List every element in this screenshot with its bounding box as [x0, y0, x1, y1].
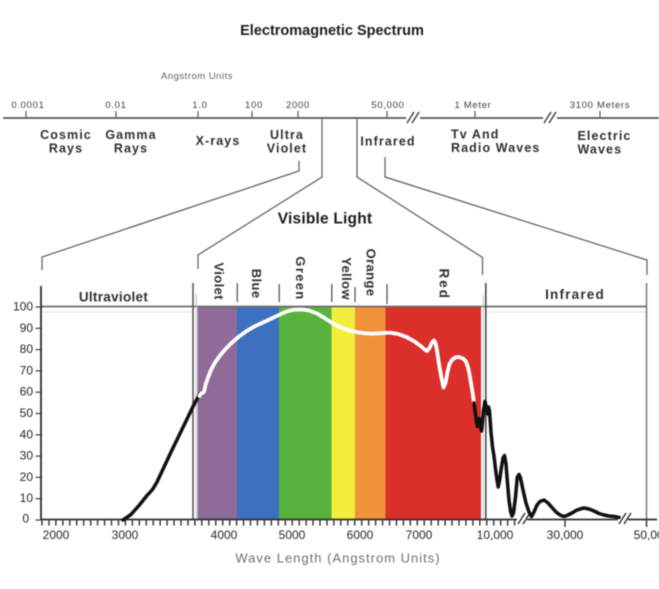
svg-text:Visible Light: Visible Light — [278, 211, 372, 228]
svg-text:30: 30 — [20, 449, 34, 463]
svg-text:70: 70 — [20, 363, 34, 377]
svg-text:100: 100 — [245, 100, 263, 111]
svg-text:Gamma: Gamma — [105, 128, 156, 142]
svg-text:20: 20 — [20, 470, 34, 484]
svg-text:0.01: 0.01 — [105, 100, 126, 111]
svg-text:7000: 7000 — [406, 528, 433, 542]
svg-text:Rays: Rays — [114, 142, 148, 156]
svg-text:40: 40 — [20, 427, 34, 441]
svg-text:Infrared: Infrared — [360, 135, 415, 149]
svg-text:10: 10 — [20, 491, 34, 505]
svg-text:Violet: Violet — [267, 142, 307, 156]
svg-text:80: 80 — [20, 342, 34, 356]
svg-text:Angstrom Units: Angstrom Units — [161, 71, 233, 82]
svg-text:Orange: Orange — [364, 249, 379, 297]
svg-text:X-rays: X-rays — [196, 134, 241, 148]
svg-text:60: 60 — [20, 385, 34, 399]
svg-text:90: 90 — [20, 321, 34, 335]
svg-text:6000: 6000 — [347, 528, 374, 542]
svg-text:50,000: 50,000 — [634, 528, 659, 542]
svg-text:2000: 2000 — [286, 100, 310, 111]
svg-text:Violet: Violet — [211, 262, 226, 300]
svg-text:Radio Waves: Radio Waves — [451, 141, 540, 155]
svg-text:Wave Length (Angstrom Units): Wave Length (Angstrom Units) — [235, 551, 440, 566]
svg-text:5000: 5000 — [279, 528, 306, 542]
svg-text:1 Meter: 1 Meter — [454, 100, 491, 111]
svg-text:Waves: Waves — [578, 143, 623, 157]
svg-text:Yellow: Yellow — [339, 257, 354, 300]
svg-text:Green: Green — [293, 256, 308, 300]
svg-text:Rays: Rays — [49, 142, 83, 156]
svg-text:10,000: 10,000 — [477, 528, 514, 542]
svg-text:50,000: 50,000 — [371, 100, 404, 111]
svg-text:Ultra: Ultra — [270, 128, 304, 142]
svg-text:0.0001: 0.0001 — [11, 100, 44, 111]
svg-text:1.0: 1.0 — [192, 100, 207, 111]
svg-text:Ultraviolet: Ultraviolet — [79, 290, 149, 305]
svg-text:30,000: 30,000 — [547, 528, 584, 542]
svg-text:100: 100 — [13, 300, 33, 314]
svg-text:2000: 2000 — [43, 528, 70, 542]
svg-text:50: 50 — [20, 406, 34, 420]
svg-text:Electric: Electric — [578, 129, 632, 143]
svg-text:Tv And: Tv And — [451, 128, 500, 142]
svg-text:3000: 3000 — [112, 528, 139, 542]
svg-text:Infrared: Infrared — [545, 287, 605, 302]
svg-text:Electromagnetic Spectrum: Electromagnetic Spectrum — [240, 23, 424, 39]
svg-text:0: 0 — [22, 512, 29, 526]
svg-text:Cosmic: Cosmic — [40, 128, 92, 142]
svg-text:4000: 4000 — [211, 528, 238, 542]
svg-text:3100 Meters: 3100 Meters — [570, 100, 631, 111]
svg-text:Blue: Blue — [249, 269, 264, 299]
svg-text:Red: Red — [436, 268, 451, 300]
